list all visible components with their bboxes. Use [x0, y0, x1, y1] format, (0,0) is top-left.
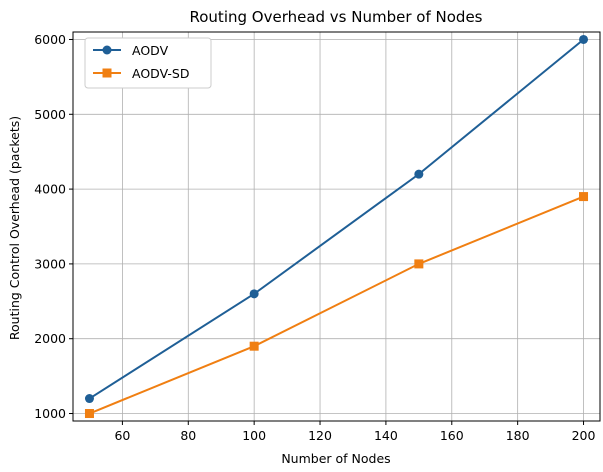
x-tick-label: 160 — [440, 428, 464, 443]
data-point-aodv-sd — [84, 409, 94, 419]
chart-title: Routing Overhead vs Number of Nodes — [190, 8, 483, 26]
x-tick-label: 180 — [506, 428, 530, 443]
data-point-aodv-sd — [579, 192, 589, 202]
series-line-aodv — [88, 38, 585, 400]
data-point-aodv — [579, 34, 589, 44]
grid — [73, 32, 600, 421]
legend-label-aodv: AODV — [132, 43, 169, 58]
y-tick-label: 6000 — [34, 32, 66, 47]
y-tick-label: 4000 — [34, 182, 66, 197]
x-tick-label: 60 — [114, 428, 130, 443]
x-tick-label: 80 — [180, 428, 196, 443]
x-tick-label: 120 — [308, 428, 332, 443]
x-tick-label: 200 — [572, 428, 596, 443]
x-tick-label: 140 — [374, 428, 398, 443]
data-point-aodv — [84, 394, 94, 404]
series-line-aodv-sd — [89, 195, 584, 415]
y-axis-label: Routing Control Overhead (packets) — [7, 116, 22, 340]
series-group — [84, 34, 589, 419]
x-axis-label: Number of Nodes — [281, 451, 390, 466]
data-point-aodv-sd — [249, 341, 259, 351]
y-tick-label: 1000 — [34, 406, 66, 421]
legend-marker-aodv — [102, 45, 112, 55]
y-tick-label: 2000 — [34, 331, 66, 346]
data-point-aodv — [414, 169, 424, 179]
x-tick-label: 100 — [242, 428, 266, 443]
legend: AODV AODV-SD — [84, 37, 212, 89]
data-point-aodv-sd — [414, 259, 424, 269]
legend-label-aodv-sd: AODV-SD — [132, 66, 189, 81]
legend-marker-aodv-sd — [102, 68, 112, 78]
plot-frame — [72, 31, 601, 422]
axis-ticks: 60 80 100 120 140 160 180 200 1000 2000 3000 4000 50… — [34, 32, 595, 443]
y-tick-label: 3000 — [34, 256, 66, 271]
y-tick-label: 5000 — [34, 107, 66, 122]
data-point-aodv — [249, 289, 259, 299]
